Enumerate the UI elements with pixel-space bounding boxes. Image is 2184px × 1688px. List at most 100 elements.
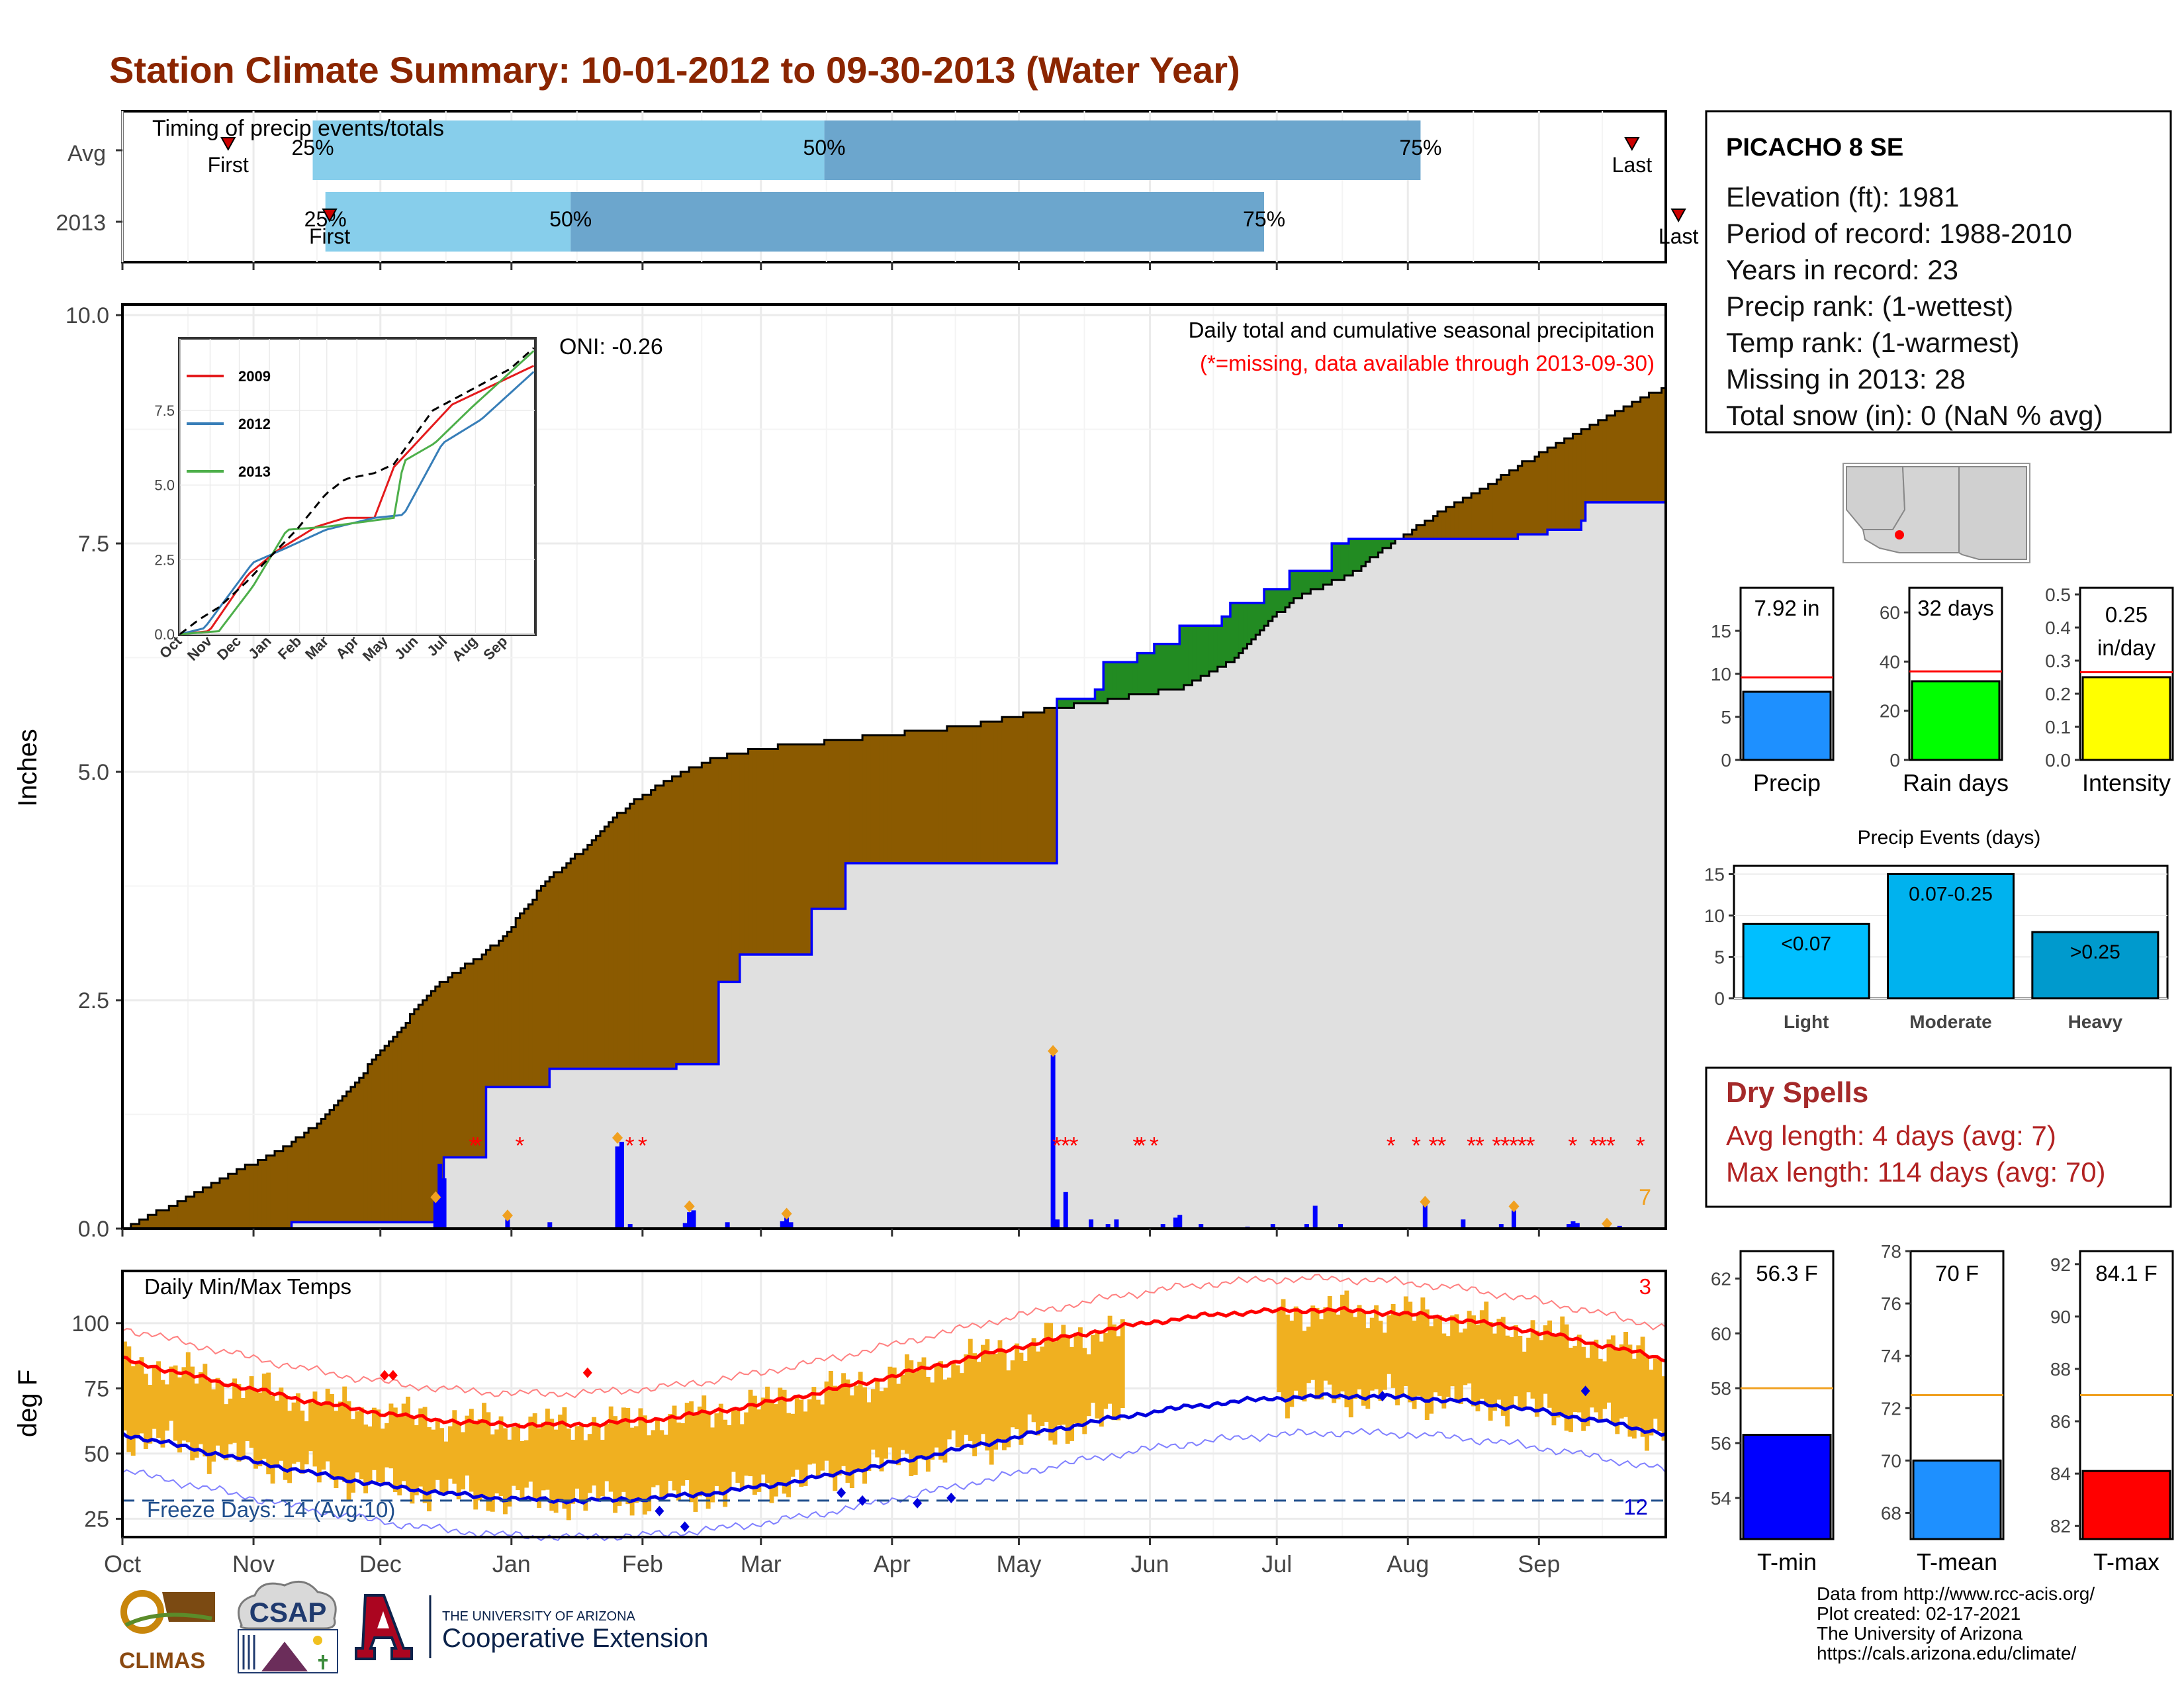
deficit-area <box>406 1023 411 1223</box>
deficit-area <box>443 982 449 1158</box>
daily-temp-bar <box>651 1430 656 1487</box>
deficit-area <box>185 1196 191 1229</box>
daily-temp-bar <box>257 1392 263 1467</box>
surplus-area <box>1188 626 1193 685</box>
dry-spells-max: Max length: 114 days (avg: 70) <box>1726 1156 2106 1188</box>
daily-temp-bar <box>152 1368 157 1429</box>
daily-precip-bar <box>1461 1219 1466 1229</box>
daily-temp-bar <box>1420 1297 1426 1401</box>
precip-tick-label: 0 <box>1721 750 1731 771</box>
precip-events-panel: Precip Events (days) 0 5 10 15 <0.07 Light 0.0… <box>1704 827 2169 1032</box>
record-low-marker <box>680 1521 690 1532</box>
deficit-area <box>1015 717 1020 863</box>
daily-temp-bar <box>613 1416 618 1513</box>
deficit-area <box>507 931 512 1088</box>
precip-tick-label: 5 <box>1721 707 1731 727</box>
missing-day-marker: * <box>1509 1132 1518 1159</box>
tmean-tick-label: 70 <box>1881 1450 1901 1471</box>
csap-logo-text: CSAP <box>250 1597 327 1628</box>
daily-temp-bar <box>858 1372 863 1472</box>
events-bar-label: >0.25 <box>2070 941 2120 963</box>
daily-temp-bar <box>820 1404 825 1471</box>
daily-temp-bar <box>833 1385 838 1491</box>
daily-temp-bar <box>854 1385 859 1472</box>
daily-temp-bar <box>934 1363 939 1448</box>
timing-last-label: Last <box>1612 153 1653 177</box>
deficit-area <box>723 758 728 982</box>
daily-temp-bar <box>1116 1336 1121 1421</box>
daily-temp-bar <box>803 1411 808 1486</box>
deficit-area <box>1484 489 1489 539</box>
deficit-area <box>1576 434 1582 530</box>
daily-temp-bar <box>600 1440 605 1497</box>
daily-temp-bar <box>156 1361 161 1438</box>
events-tick-label: 5 <box>1714 947 1725 968</box>
month-label: Aug <box>1387 1550 1429 1577</box>
deficit-area <box>608 821 614 1069</box>
surplus-area <box>1382 539 1388 548</box>
daily-precip-bar <box>1574 1223 1580 1229</box>
deficit-area <box>486 950 491 1088</box>
deficit-area <box>236 1169 242 1229</box>
daily-temp-bar <box>1602 1361 1608 1409</box>
deficit-area <box>1543 452 1548 535</box>
month-label: Jul <box>1261 1550 1292 1577</box>
surplus-area <box>1217 626 1222 667</box>
deficit-area <box>951 726 956 863</box>
timing-p25-label: 25% <box>291 136 334 160</box>
deficit-area <box>494 945 500 1088</box>
daily-temp-bar <box>604 1424 610 1481</box>
tmean-bar-label: T-mean <box>1917 1548 1997 1575</box>
surplus-area <box>1247 602 1252 644</box>
deficit-area <box>270 1155 275 1229</box>
daily-temp-bar <box>723 1419 728 1507</box>
deficit-area <box>833 739 838 909</box>
deficit-area <box>815 744 821 909</box>
precip-bar-value: 7.92 in <box>1754 596 1819 620</box>
daily-temp-bar <box>1496 1319 1502 1400</box>
surplus-area <box>1099 689 1105 704</box>
deficit-area <box>976 726 981 863</box>
surplus-area <box>1120 662 1126 699</box>
surplus-area <box>1387 539 1392 548</box>
deficit-area <box>376 1055 381 1223</box>
daily-temp-bar <box>1475 1325 1480 1412</box>
daily-temp-bar <box>228 1398 233 1444</box>
daily-temp-bar <box>815 1399 821 1477</box>
daily-temp-bar <box>968 1338 973 1441</box>
daily-temp-bar <box>1513 1325 1518 1397</box>
deficit-area <box>330 1109 335 1223</box>
surplus-area <box>1175 643 1181 690</box>
daily-temp-bar <box>617 1422 622 1506</box>
missing-day-marker: * <box>1052 1132 1062 1159</box>
events-bar-label: 0.07-0.25 <box>1909 884 1993 906</box>
month-label: Mar <box>741 1550 782 1577</box>
deficit-area <box>1496 479 1502 539</box>
deficit-area <box>1048 708 1054 863</box>
daily-temp-bar <box>1653 1358 1658 1419</box>
timing-bar-q1 <box>325 192 571 252</box>
surplus-area <box>1289 571 1295 603</box>
deficit-area <box>304 1133 309 1223</box>
dry-spells-box: Dry Spells Avg length: 4 days (avg: 7) M… <box>1705 1066 2172 1208</box>
deficit-area <box>1023 712 1028 863</box>
daily-temp-bar <box>1526 1337 1531 1393</box>
daily-precip-bar <box>1114 1219 1119 1229</box>
daily-temp-bar <box>955 1365 960 1448</box>
surplus-area <box>1154 643 1160 694</box>
tmin-tick-label: 56 <box>1711 1433 1731 1454</box>
daily-temp-bar <box>1484 1301 1489 1406</box>
daily-temp-bar <box>697 1406 702 1497</box>
deficit-area <box>371 1059 377 1223</box>
deficit-area <box>516 917 521 1088</box>
daily-temp-bar <box>279 1387 284 1461</box>
deficit-area <box>164 1210 170 1229</box>
intensity-tick-label: 0.3 <box>2045 651 2071 671</box>
daily-temp-bar <box>338 1401 343 1477</box>
missing-day-marker: * <box>469 1132 478 1159</box>
daily-temp-bar <box>135 1364 140 1436</box>
events-bar <box>2031 931 2160 1000</box>
daily-temp-bar <box>1408 1301 1413 1403</box>
daily-temp-bar <box>638 1408 643 1499</box>
